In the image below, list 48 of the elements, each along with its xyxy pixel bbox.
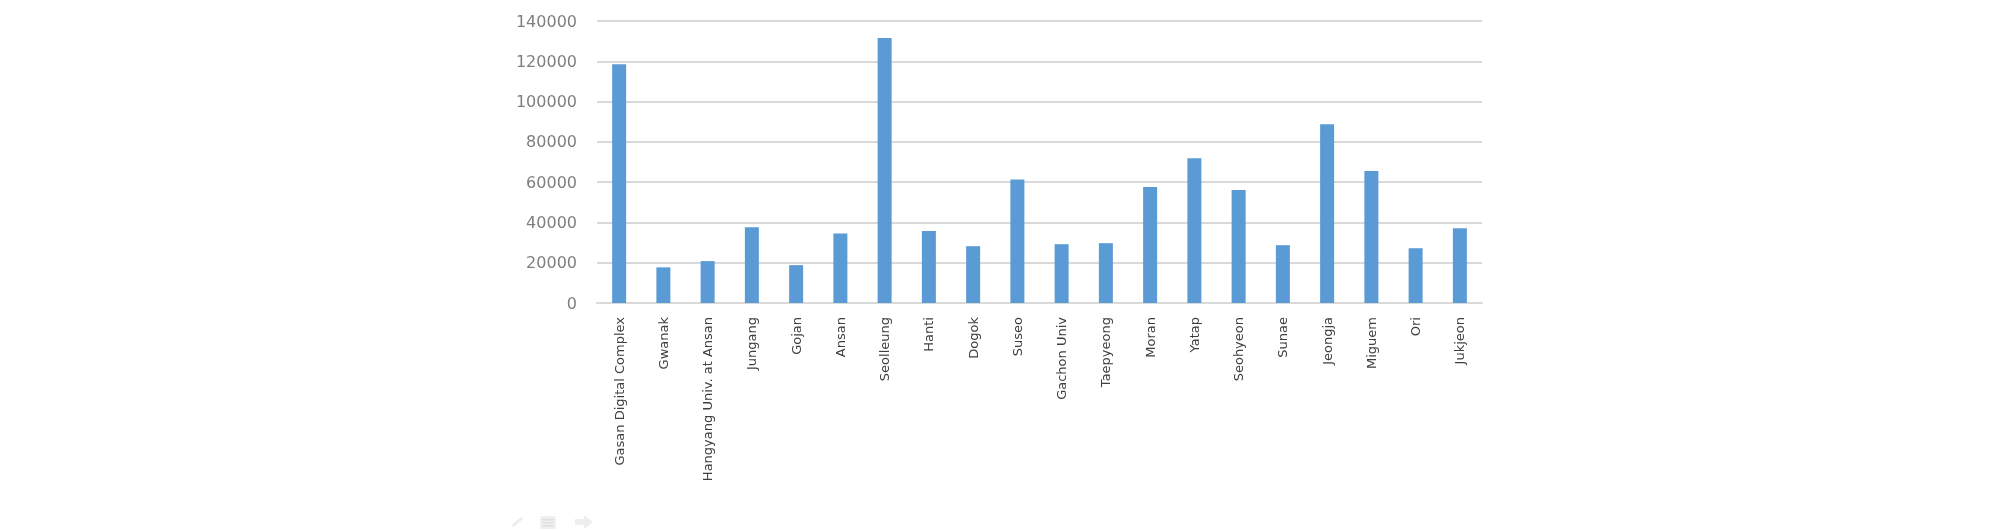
x-tick-label: Yatap — [1186, 317, 1202, 354]
y-tick-label: 80000 — [526, 132, 577, 152]
bar — [789, 265, 804, 303]
x-tick-label: Seolleung — [877, 317, 893, 382]
x-tick-label: Hangyang Univ. at Ansan — [700, 317, 716, 482]
y-tick-label: 120000 — [515, 51, 577, 71]
x-tick-label: Jungang — [744, 317, 760, 372]
bar — [966, 246, 981, 303]
x-tick-label: Ori — [1408, 317, 1424, 337]
x-tick-label: Ansan — [832, 317, 848, 358]
x-tick-label: Dogok — [965, 316, 981, 359]
y-tick-label: 100000 — [515, 92, 577, 112]
bar — [612, 64, 627, 303]
x-tick-label: Jeongja — [1319, 317, 1335, 366]
x-tick-label: Gojan — [788, 317, 804, 355]
bar — [1098, 243, 1113, 303]
x-tick-label: Taepyeong — [1098, 317, 1114, 389]
bar — [1408, 248, 1423, 303]
y-tick-label: 40000 — [526, 212, 577, 232]
bar — [921, 231, 936, 303]
bar — [700, 261, 715, 303]
x-tick-label: Miguem — [1363, 317, 1379, 369]
bar — [1143, 186, 1158, 303]
x-tick-label: Jukjeon — [1452, 317, 1468, 366]
bar — [1275, 245, 1290, 303]
x-tick-label: Gwanak — [655, 316, 671, 370]
bar — [1054, 244, 1069, 303]
bar — [656, 267, 671, 303]
x-tick-label: Sunae — [1275, 317, 1291, 358]
y-tick-label: 140000 — [515, 11, 577, 31]
y-tick-label: 0 — [566, 293, 577, 313]
bar — [1231, 190, 1246, 303]
y-tick-label: 60000 — [526, 172, 577, 192]
x-tick-label: Suseo — [1009, 316, 1025, 357]
bar — [1452, 228, 1467, 303]
bar — [744, 227, 759, 303]
y-tick-label: 20000 — [526, 253, 577, 273]
x-tick-label: Seohyeon — [1231, 317, 1247, 382]
x-tick-label: Gasan Digital Complex — [611, 316, 627, 466]
x-tick-label: Moran — [1142, 317, 1158, 358]
bar — [877, 37, 892, 303]
bar — [1187, 158, 1202, 303]
x-tick-label: Gachon Univ — [1054, 316, 1070, 400]
bar — [1364, 171, 1379, 303]
bar — [1010, 179, 1025, 303]
bar — [833, 233, 848, 303]
x-tick-label: Hanti — [921, 317, 937, 352]
bar — [1320, 124, 1335, 303]
